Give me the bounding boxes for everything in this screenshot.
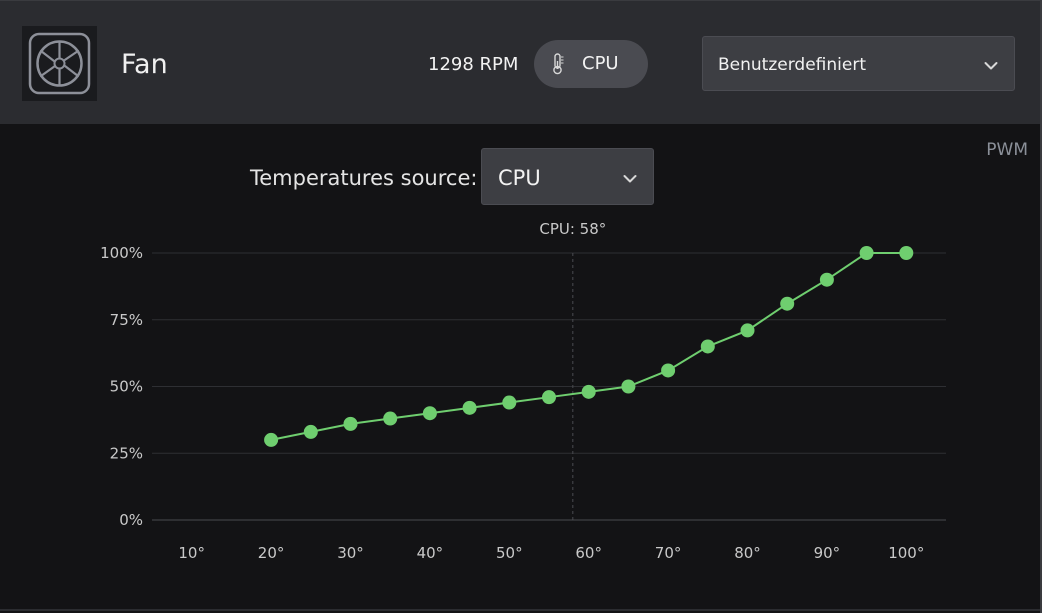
curve-point[interactable] (343, 416, 358, 431)
temp-source-select[interactable]: CPU (481, 148, 654, 205)
x-tick-label: 40° (417, 544, 444, 562)
curve-point[interactable] (542, 390, 556, 405)
curve-point[interactable] (740, 323, 755, 338)
x-tick-label: 20° (258, 544, 285, 562)
temp-source-label: Temperatures source: (250, 166, 478, 190)
thermometer-icon (551, 53, 565, 79)
sensor-pill-label: CPU (582, 53, 619, 74)
curve-point[interactable] (303, 424, 318, 439)
x-tick-label: 100° (888, 544, 924, 562)
y-tick-label: 100% (100, 244, 143, 262)
curve-point[interactable] (462, 400, 477, 415)
curve-point[interactable] (422, 406, 437, 421)
curve-point[interactable] (859, 246, 874, 260)
chevron-down-icon (984, 56, 998, 75)
y-tick-label: 50% (110, 378, 143, 396)
curve-point[interactable] (383, 411, 398, 426)
y-tick-label: 0% (119, 511, 143, 529)
x-tick-label: 60° (575, 544, 602, 562)
temp-source-value: CPU (498, 166, 541, 190)
y-tick-label: 25% (110, 444, 143, 462)
x-tick-label: 80° (734, 544, 761, 562)
chevron-down-icon (623, 169, 637, 188)
curve-point[interactable] (899, 246, 914, 260)
curve-point[interactable] (819, 272, 834, 287)
divider (0, 609, 1042, 611)
pwm-mode-toggle[interactable]: PWM (986, 140, 1028, 160)
divider (1040, 0, 1042, 613)
x-tick-label: 30° (337, 544, 364, 562)
curve-point[interactable] (581, 384, 596, 399)
x-tick-label: 50° (496, 544, 523, 562)
x-tick-label: 70° (655, 544, 682, 562)
rpm-readout: 1298 RPM (428, 54, 519, 75)
curve-point[interactable] (780, 296, 795, 311)
curve-point[interactable] (661, 363, 676, 378)
profile-select-value: Benutzerdefiniert (718, 55, 866, 75)
curve-point[interactable] (264, 432, 279, 447)
x-tick-label: 90° (814, 544, 841, 562)
curve-point[interactable] (621, 379, 636, 394)
current-temp-label: CPU: 58° (539, 220, 606, 238)
fan-curve-line (270, 252, 907, 441)
fan-title: Fan (121, 49, 168, 80)
curve-point[interactable] (502, 395, 517, 410)
fan-header: Fan 1298 RPM CPU Benutzerdefiniert (0, 0, 1042, 124)
curve-point[interactable] (700, 339, 715, 354)
y-tick-label: 75% (110, 311, 143, 329)
fan-icon (22, 26, 97, 101)
profile-select[interactable]: Benutzerdefiniert (702, 36, 1015, 91)
x-tick-label: 10° (178, 544, 205, 562)
sensor-pill-cpu[interactable]: CPU (534, 40, 648, 88)
